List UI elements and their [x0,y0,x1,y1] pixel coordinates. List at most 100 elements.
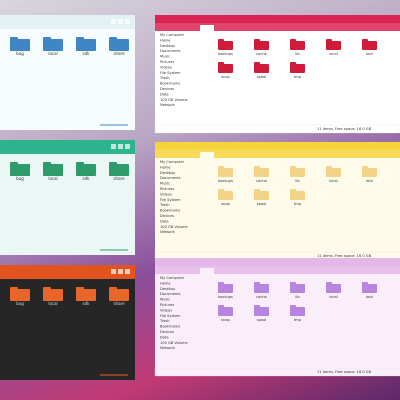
folder-icon [254,191,269,200]
sidebar-item[interactable]: Data [160,219,169,223]
folder-label[interactable]: lock [366,295,374,299]
sidebar-item[interactable]: Network [160,230,176,234]
window-button[interactable] [125,269,130,274]
window-button[interactable] [111,144,116,149]
sidebar-item[interactable]: Home [160,165,171,169]
sidebar-item[interactable]: Documents [160,49,181,53]
folder-icon [290,64,305,73]
sidebar-item[interactable]: Music [160,182,170,186]
sidebar-item[interactable]: Network [160,103,176,107]
sidebar-item[interactable]: Home [160,281,171,285]
sidebar-item[interactable]: 100 GB Volume [160,98,189,102]
sidebar-item[interactable]: Devices [160,87,174,91]
window-button[interactable] [111,19,116,24]
sidebar-item[interactable]: Home [160,38,171,42]
sidebar-item[interactable]: Data [160,92,169,96]
sidebar-item[interactable]: Trash [159,76,170,80]
sidebar-item[interactable]: File System [160,314,181,318]
toolbar [155,23,400,31]
window-button[interactable] [118,144,123,149]
folder-icon [218,41,233,50]
sidebar-item[interactable]: Network [160,346,176,350]
folder-icon [254,284,269,293]
sidebar-item[interactable]: Videos [160,192,172,196]
folder-label: share [113,301,125,306]
window-button[interactable] [111,269,116,274]
folder-icon [326,41,341,50]
sidebar-item[interactable]: Pictures [160,187,174,191]
folder-icon [43,164,63,176]
folder-label[interactable]: cache [256,179,267,183]
folder-label[interactable]: lock [366,179,374,183]
folder-label: local [48,301,57,306]
folder-label[interactable]: tmp [294,318,302,322]
sidebar-item[interactable]: My Computer [160,33,185,37]
folder-label[interactable]: backups [218,52,233,56]
window-button[interactable] [118,19,123,24]
window-button[interactable] [125,144,130,149]
folder-label[interactable]: local [329,179,337,183]
sidebar-item[interactable]: 100 GB Volume [160,341,189,345]
sidebar-item[interactable]: Trash [159,203,170,207]
folder-label[interactable]: cache [256,52,267,56]
folder-icon [109,164,129,176]
folder-label[interactable]: lib [295,179,300,183]
sidebar-item[interactable]: Pictures [160,303,174,307]
folder-label[interactable]: backups [218,179,233,183]
sidebar-item[interactable]: File System [160,198,181,202]
sidebar-item[interactable]: Documents [160,176,181,180]
folder-label[interactable]: local [329,295,337,299]
sidebar-item[interactable]: Bookmarks [160,325,180,329]
folder-label[interactable]: lib [295,52,300,56]
folder-label[interactable]: cache [256,295,267,299]
folder-icon [43,289,63,301]
sidebar-item[interactable]: Bookmarks [160,209,180,213]
toolbar [155,266,400,274]
sidebar-item[interactable]: Videos [160,65,172,69]
folder-icon [254,168,269,177]
folder-label[interactable]: snap [221,75,230,79]
folder-label[interactable]: lib [295,295,300,299]
tab[interactable] [200,25,214,31]
sidebar-item[interactable]: Desktop [160,44,176,48]
folder-label[interactable]: spool [257,202,267,206]
folder-label[interactable]: spool [257,75,267,79]
folder-label[interactable]: local [329,52,337,56]
folder-label[interactable]: snap [221,202,230,206]
folder-label[interactable]: lock [366,52,374,56]
sidebar-item[interactable]: Pictures [160,60,174,64]
sidebar-item[interactable]: Music [160,298,170,302]
sidebar-item[interactable]: Desktop [160,171,176,175]
sidebar-item[interactable]: Music [160,55,170,59]
status-text: 11 items, Free space: 16.0 GB [317,127,372,131]
folder-label[interactable]: tmp [294,75,302,79]
sidebar-item[interactable]: Desktop [160,287,176,291]
sidebar-item[interactable]: Data [160,335,169,339]
folder-label: sdk [83,176,91,181]
sidebar-item[interactable]: My Computer [160,276,185,280]
folder-label[interactable]: snap [221,318,230,322]
sidebar-item[interactable]: Bookmarks [160,82,180,86]
sidebar-item[interactable]: Devices [160,214,174,218]
sidebar-item[interactable]: Documents [160,292,181,296]
folder-label[interactable]: backups [218,295,233,299]
sidebar-item[interactable]: File System [160,71,181,75]
folder-label[interactable]: spool [257,318,267,322]
sidebar [155,31,205,123]
folder-label[interactable]: tmp [294,202,302,206]
status-bar [154,124,400,134]
sidebar-item[interactable]: Devices [160,330,174,334]
tab[interactable] [200,268,214,274]
window-button[interactable] [118,269,123,274]
sidebar-item[interactable]: Trash [159,319,170,323]
tab[interactable] [200,152,214,158]
sidebar-item[interactable]: 100 GB Volume [160,225,189,229]
folder-icon [76,164,96,176]
sidebar-item[interactable]: My Computer [160,160,185,164]
sidebar-item[interactable]: Videos [160,308,172,312]
window-button[interactable] [125,19,130,24]
